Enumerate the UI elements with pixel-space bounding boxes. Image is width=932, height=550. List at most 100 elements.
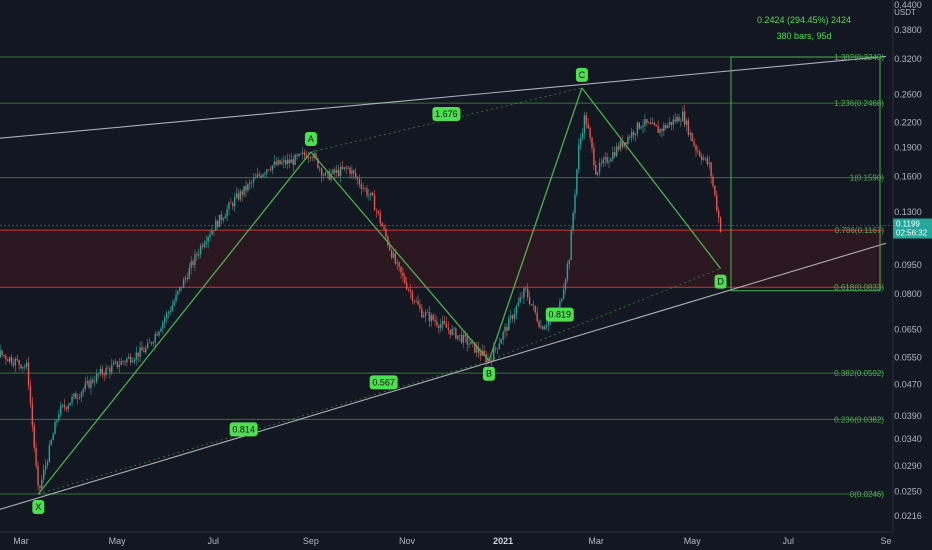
candle-body (371, 192, 374, 196)
candle-body (347, 167, 349, 169)
measure-box[interactable] (730, 56, 881, 292)
candle-body (349, 167, 351, 174)
candle-body (498, 343, 501, 349)
pattern-leg-XA[interactable] (37, 151, 312, 495)
candle-body (623, 142, 625, 147)
candle-body (674, 119, 676, 122)
candle-body (648, 122, 650, 124)
candle-body (398, 262, 400, 267)
candle-body (120, 361, 122, 365)
candle-body (61, 404, 64, 406)
price-tick: 0.0650 (894, 324, 922, 334)
point-badge-c (575, 67, 588, 82)
candle-body (42, 469, 45, 480)
time-tick: Mar (588, 536, 604, 546)
candle-body (198, 253, 200, 256)
pattern-leg-AB[interactable] (310, 151, 490, 362)
pattern-leg-BC[interactable] (488, 87, 583, 361)
bar-countdown: 02:56:32 (896, 229, 928, 238)
candle-body (534, 305, 536, 313)
candle-body (438, 325, 440, 328)
candle-body (213, 230, 215, 232)
price-tick: 0.3200 (894, 54, 922, 64)
candle-body (385, 228, 387, 237)
candle-body (20, 364, 22, 369)
candle-body (653, 122, 656, 125)
price-tick: 0.1300 (894, 207, 922, 217)
candle-body (383, 226, 385, 229)
candle-body (530, 303, 533, 305)
candle-body (717, 210, 720, 218)
candles (0, 104, 722, 495)
candle-body (642, 125, 644, 127)
candle-body (207, 236, 209, 242)
ratio-badge (432, 106, 461, 121)
candle-body (99, 368, 102, 375)
candle-body (496, 348, 499, 350)
candle-body (474, 342, 476, 353)
candle-body (562, 289, 565, 299)
candle-body (353, 170, 355, 173)
candle-body (687, 120, 690, 135)
pattern-leg-CD[interactable] (581, 87, 722, 269)
candle-body (226, 209, 228, 217)
candle-body (152, 342, 155, 344)
candle-body (706, 157, 709, 165)
candle-body (135, 352, 138, 360)
candle-body (455, 328, 457, 339)
candle-body (377, 210, 380, 214)
candle-body (186, 277, 189, 279)
candle-body (719, 217, 722, 232)
candle-body (281, 162, 283, 165)
candle-body (95, 373, 98, 382)
candle-body (354, 172, 357, 178)
candle-body (243, 185, 245, 195)
trendlines[interactable] (0, 55, 893, 522)
candle-body (508, 318, 510, 331)
fib-label-0: 0(0.0246) (850, 490, 885, 499)
candle-body (319, 167, 321, 169)
candle-body (126, 358, 128, 363)
candle-body (124, 361, 126, 363)
time-tick: Mar (13, 536, 29, 546)
candle-body (332, 169, 334, 174)
candle-body (697, 150, 699, 152)
point-badge-d (714, 274, 727, 289)
candle-body (0, 350, 1, 358)
price-tick: 0.0800 (894, 289, 922, 299)
candle-body (682, 111, 684, 122)
fib-label-1.382: 1.382(0.3240) (834, 53, 884, 62)
candle-body (8, 357, 11, 362)
candle-body (260, 175, 262, 178)
candle-body (487, 359, 489, 362)
candle-body (141, 347, 143, 351)
pattern-ratio-line-BD (488, 268, 721, 362)
candle-body (233, 197, 236, 207)
harmonic-pattern[interactable]: 0.814 0.567 1.676 0.819 X A B C D (32, 67, 727, 514)
candle-body (525, 288, 527, 289)
candle-body (328, 171, 330, 180)
time-axis[interactable]: Mar May Jul Sep Nov 2021 Mar May Jul Se (0, 531, 893, 546)
candle-body (12, 363, 15, 366)
price-tick: 0.0250 (894, 486, 922, 496)
candle-body (683, 111, 686, 125)
candle-body (171, 305, 173, 311)
candle-body (339, 166, 342, 176)
candle-body (29, 385, 32, 404)
candle-body (181, 286, 183, 288)
candle-body (407, 289, 410, 290)
trendline-1[interactable] (0, 55, 887, 140)
candle-body (630, 131, 633, 138)
candle-body (491, 360, 493, 361)
price-axis[interactable]: 0.0216 0.0250 0.0290 0.0340 0.0390 0.0470 0.05… (892, 0, 922, 532)
candle-body (82, 388, 85, 393)
point-label-c: C (579, 70, 586, 80)
candle-body (230, 202, 232, 204)
candle-body (143, 350, 145, 353)
candle-body (375, 210, 378, 211)
candle-body (302, 152, 304, 154)
candle-body (676, 116, 678, 122)
price-tick: 0.3800 (894, 25, 922, 35)
measure-tool[interactable]: 0.2424 (294.45%) 2424 380 bars, 95d (730, 15, 881, 292)
